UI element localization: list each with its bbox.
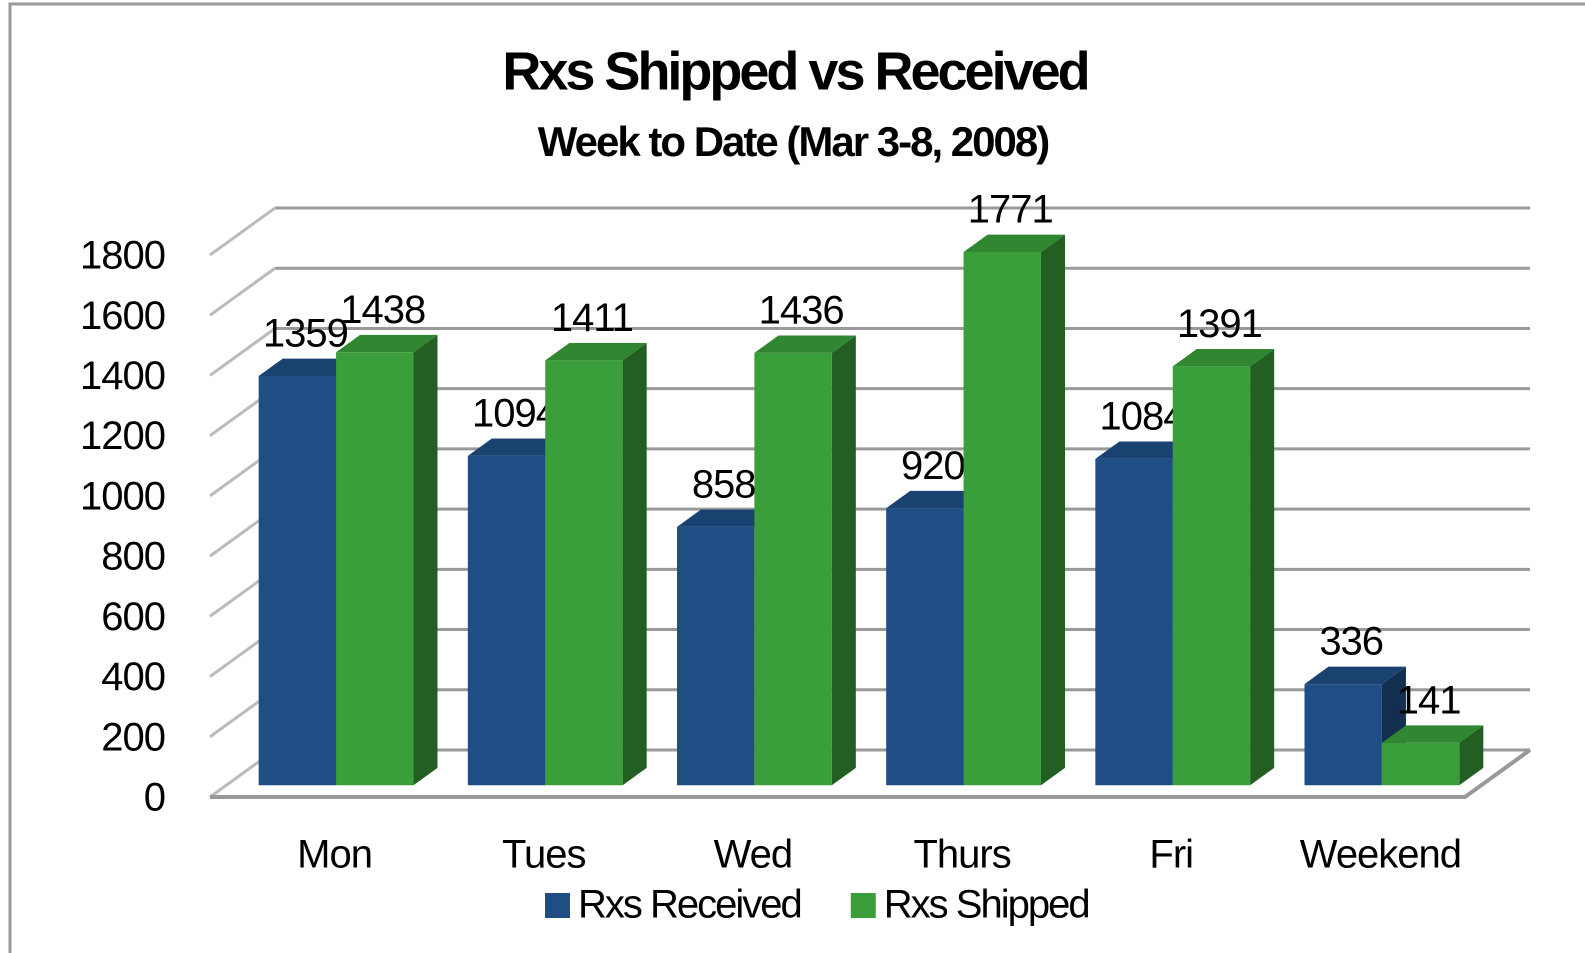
legend-label: Rxs Received bbox=[578, 883, 801, 927]
value-label: 1391 bbox=[1177, 302, 1262, 346]
bar-top bbox=[963, 234, 1066, 252]
y-tick-label: 1400 bbox=[80, 354, 165, 398]
bar-top bbox=[677, 509, 779, 527]
value-label: 336 bbox=[1319, 620, 1383, 664]
value-label: 1084 bbox=[1100, 394, 1186, 438]
bar-side bbox=[1040, 234, 1066, 786]
bar-side bbox=[1459, 725, 1484, 786]
bar-top bbox=[1381, 725, 1484, 743]
bar-side bbox=[831, 335, 856, 786]
bar-front bbox=[1381, 742, 1460, 786]
x-tick-label: Wed bbox=[714, 833, 793, 877]
bar-side bbox=[1250, 349, 1275, 786]
x-tick-label: Weekend bbox=[1300, 833, 1461, 877]
bar-front bbox=[677, 526, 755, 786]
bar-front bbox=[545, 360, 623, 786]
bar bbox=[1381, 725, 1484, 786]
bar bbox=[754, 335, 856, 786]
bar-front bbox=[1304, 684, 1382, 786]
chart-subtitle: Week to Date (Mar 3-8, 2008) bbox=[538, 118, 1048, 165]
legend-swatch bbox=[850, 893, 876, 918]
bar-front bbox=[886, 508, 964, 786]
legend-label: Rxs Shipped bbox=[884, 883, 1089, 927]
bar-front bbox=[1095, 458, 1173, 786]
y-tick-label: 600 bbox=[101, 595, 165, 639]
y-tick-label: 1000 bbox=[80, 474, 165, 518]
bar-top bbox=[467, 438, 570, 456]
bar bbox=[1304, 666, 1406, 786]
bar bbox=[336, 334, 438, 786]
bar bbox=[1172, 349, 1275, 786]
bar-top bbox=[1095, 441, 1197, 459]
bar-top bbox=[545, 342, 647, 361]
bar-side bbox=[622, 342, 647, 786]
chart-frame bbox=[8, 2, 1585, 953]
value-label: 1411 bbox=[551, 296, 633, 340]
side-grid-line bbox=[209, 267, 276, 317]
bar-front bbox=[336, 352, 414, 786]
bar-side bbox=[413, 334, 438, 786]
y-tick-label: 400 bbox=[101, 655, 165, 699]
bar-top bbox=[754, 335, 856, 353]
y-tick-label: 0 bbox=[144, 776, 165, 820]
bar-top bbox=[1172, 349, 1275, 367]
bar-front bbox=[963, 251, 1041, 786]
bar bbox=[545, 342, 647, 786]
y-tick-label: 1800 bbox=[80, 234, 165, 278]
x-tick-label: Fri bbox=[1149, 833, 1193, 877]
y-tick-label: 1200 bbox=[80, 414, 165, 458]
value-label: 1436 bbox=[759, 288, 844, 332]
value-label: 1359 bbox=[263, 312, 348, 356]
floor-edge bbox=[210, 748, 1532, 799]
legend-swatch bbox=[545, 893, 570, 918]
bar-front bbox=[467, 455, 546, 786]
y-tick-label: 1600 bbox=[80, 294, 165, 338]
y-tick-label: 200 bbox=[101, 715, 165, 759]
y-tick-label: 800 bbox=[101, 535, 165, 579]
x-tick-label: Tues bbox=[502, 833, 585, 877]
value-label: 1438 bbox=[340, 288, 425, 332]
value-label: 1094 bbox=[472, 391, 558, 435]
value-label: 1771 bbox=[968, 188, 1053, 232]
bar-top bbox=[336, 334, 438, 353]
bar-front bbox=[1172, 366, 1251, 786]
value-label: 858 bbox=[692, 462, 756, 506]
value-label: 920 bbox=[901, 444, 965, 488]
bar-top bbox=[1304, 666, 1406, 685]
value-label: 141 bbox=[1397, 678, 1461, 722]
chart-title: Rxs Shipped vs Received bbox=[502, 41, 1087, 101]
bar-front bbox=[258, 376, 337, 786]
x-tick-label: Mon bbox=[297, 833, 372, 877]
bar bbox=[963, 234, 1066, 786]
bar-front bbox=[754, 352, 832, 786]
x-tick-label: Thurs bbox=[913, 833, 1010, 877]
bar-top bbox=[258, 358, 361, 377]
side-grid-line bbox=[209, 206, 276, 257]
bar-top bbox=[886, 490, 988, 509]
side-grid-line bbox=[209, 327, 276, 377]
